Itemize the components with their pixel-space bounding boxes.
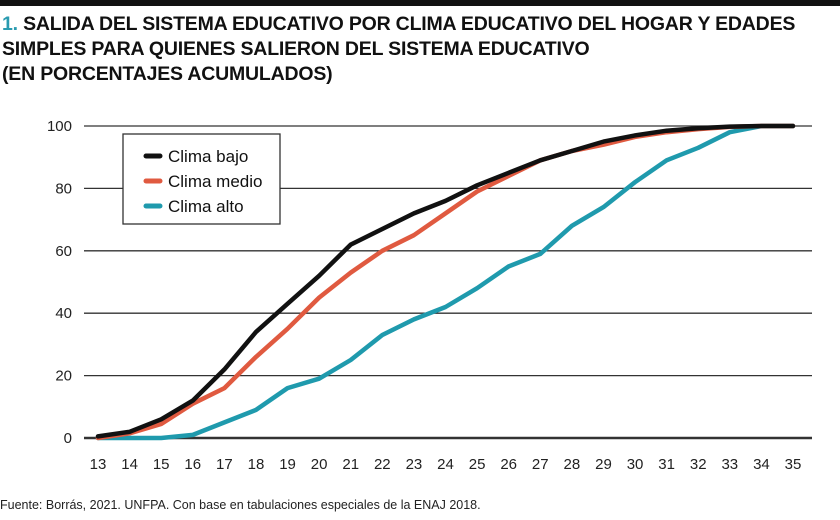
x-tick-label: 35 bbox=[785, 456, 802, 473]
y-tick-label: 60 bbox=[55, 243, 72, 260]
y-tick-label: 100 bbox=[47, 118, 72, 135]
legend-label: Clima bajo bbox=[168, 147, 248, 166]
x-tick-label: 19 bbox=[279, 456, 296, 473]
x-tick-label: 21 bbox=[342, 456, 359, 473]
x-tick-label: 15 bbox=[153, 456, 170, 473]
x-tick-label: 20 bbox=[311, 456, 328, 473]
x-tick-label: 30 bbox=[627, 456, 644, 473]
series-line-clima-bajo bbox=[95, 123, 796, 439]
x-tick-label: 31 bbox=[658, 456, 675, 473]
y-tick-label: 80 bbox=[55, 180, 72, 197]
x-tick-label: 23 bbox=[406, 456, 423, 473]
chart-title: 1. SALIDA DEL SISTEMA EDUCATIVO POR CLIM… bbox=[2, 12, 795, 87]
legend-label: Clima alto bbox=[168, 197, 244, 216]
x-tick-label: 17 bbox=[216, 456, 233, 473]
x-tick-label: 16 bbox=[184, 456, 201, 473]
x-tick-label: 18 bbox=[248, 456, 265, 473]
title-line-2: SIMPLES PARA QUIENES SALIERON DEL SISTEM… bbox=[2, 38, 590, 60]
x-tick-label: 26 bbox=[500, 456, 517, 473]
x-tick-label: 33 bbox=[721, 456, 738, 473]
y-tick-label: 20 bbox=[55, 368, 72, 385]
legend-label: Clima medio bbox=[168, 172, 262, 191]
x-tick-label: 34 bbox=[753, 456, 770, 473]
x-tick-label: 22 bbox=[374, 456, 391, 473]
y-tick-label: 0 bbox=[64, 430, 72, 447]
x-tick-label: 27 bbox=[532, 456, 549, 473]
x-tick-label: 28 bbox=[564, 456, 581, 473]
x-tick-label: 14 bbox=[121, 456, 138, 473]
series-line-clima-alto bbox=[95, 123, 796, 441]
y-tick-label: 40 bbox=[55, 305, 72, 322]
title-line-3: (EN PORCENTAJES ACUMULADOS) bbox=[2, 63, 333, 85]
title-line-1: SALIDA DEL SISTEMA EDUCATIVO POR CLIMA E… bbox=[23, 13, 796, 35]
x-tick-label: 13 bbox=[90, 456, 107, 473]
x-tick-label: 25 bbox=[469, 456, 486, 473]
title-number: 1. bbox=[2, 13, 18, 35]
top-rule bbox=[0, 0, 840, 6]
x-tick-label: 29 bbox=[595, 456, 612, 473]
x-tick-label: 32 bbox=[690, 456, 707, 473]
x-tick-label: 24 bbox=[437, 456, 454, 473]
source-note: Fuente: Borrás, 2021. UNFPA. Con base en… bbox=[0, 498, 481, 512]
